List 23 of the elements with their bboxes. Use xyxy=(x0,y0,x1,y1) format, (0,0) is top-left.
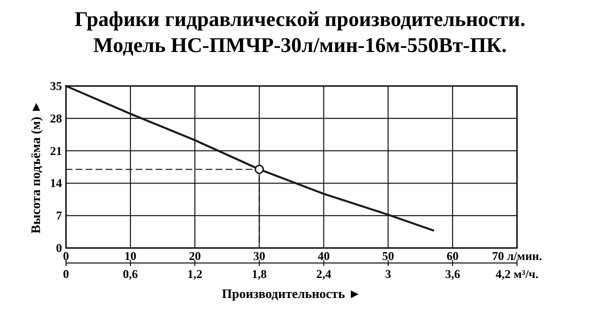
x2-tick-label: 3 xyxy=(385,267,392,281)
y-tick-label: 28 xyxy=(50,111,62,126)
x-tick-label: 30 xyxy=(253,249,266,263)
x-tick-label: 70 л/мин. xyxy=(492,249,542,263)
x2-tick-label: 0,6 xyxy=(122,267,138,281)
y-axis-title: Высота подъёма (м) ► xyxy=(28,100,43,234)
x2-tick-label: 1,8 xyxy=(252,267,267,281)
y-tick-label: 21 xyxy=(50,144,62,158)
y-tick-label: 35 xyxy=(50,79,62,93)
x2-tick-label: 2,4 xyxy=(316,267,332,281)
x-tick-label: 10 xyxy=(124,249,136,263)
x2-tick-label: 1,2 xyxy=(187,267,202,281)
x-axis-title: Производительность ► xyxy=(222,286,362,301)
x-tick-label: 50 xyxy=(382,249,394,263)
x2-tick-label: 3,6 xyxy=(445,267,460,281)
y-tick-label: 7 xyxy=(56,208,62,223)
x-tick-label: 40 xyxy=(318,249,330,263)
y-tick-label: 14 xyxy=(50,176,62,190)
x-tick-label: 20 xyxy=(188,249,201,263)
x2-tick-label: 4,2 м³/ч. xyxy=(496,267,538,281)
chart-title: Графики гидравлической производительности. xyxy=(74,7,526,31)
chart-subtitle: Модель НС-ПМЧР-30л/мин-16м-550Вт-ПК. xyxy=(93,33,507,57)
x-tick-label: 60 xyxy=(446,249,459,263)
